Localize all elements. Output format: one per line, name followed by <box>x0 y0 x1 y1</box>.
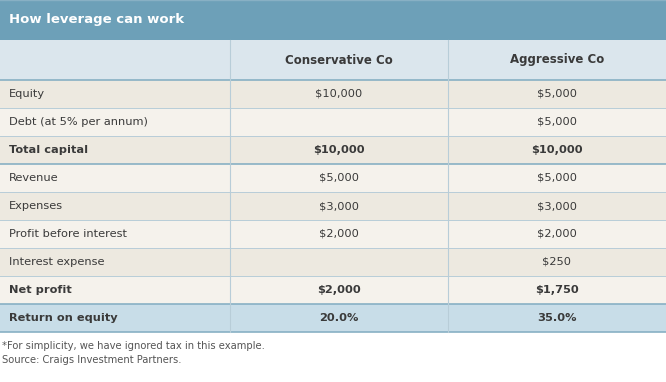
Text: Revenue: Revenue <box>9 173 59 183</box>
Text: $5,000: $5,000 <box>318 173 359 183</box>
Text: 35.0%: 35.0% <box>537 313 577 323</box>
Text: Expenses: Expenses <box>9 201 63 211</box>
Text: $250: $250 <box>542 257 571 267</box>
Text: Conservative Co: Conservative Co <box>285 53 392 66</box>
Bar <box>0 220 666 248</box>
Text: Net profit: Net profit <box>9 285 71 295</box>
Text: $3,000: $3,000 <box>318 201 359 211</box>
Bar <box>0 108 666 136</box>
Bar <box>0 40 666 80</box>
Text: $2,000: $2,000 <box>319 229 358 239</box>
Text: Source: Craigs Investment Partners.: Source: Craigs Investment Partners. <box>2 355 182 365</box>
Text: Return on equity: Return on equity <box>9 313 117 323</box>
Text: Equity: Equity <box>9 89 45 99</box>
Text: Profit before interest: Profit before interest <box>9 229 127 239</box>
Text: $3,000: $3,000 <box>537 201 577 211</box>
Text: $10,000: $10,000 <box>315 89 362 99</box>
Text: $10,000: $10,000 <box>531 145 583 155</box>
Text: $5,000: $5,000 <box>537 173 577 183</box>
Text: $2,000: $2,000 <box>537 229 577 239</box>
Text: $5,000: $5,000 <box>537 89 577 99</box>
Text: 20.0%: 20.0% <box>319 313 358 323</box>
Bar <box>0 164 666 192</box>
Bar <box>0 304 666 332</box>
Text: Interest expense: Interest expense <box>9 257 104 267</box>
Bar <box>0 80 666 108</box>
Bar <box>0 192 666 220</box>
Text: $5,000: $5,000 <box>537 117 577 127</box>
Text: $1,750: $1,750 <box>535 285 579 295</box>
Text: Debt (at 5% per annum): Debt (at 5% per annum) <box>9 117 148 127</box>
Text: How leverage can work: How leverage can work <box>9 13 184 26</box>
Text: $10,000: $10,000 <box>313 145 364 155</box>
Bar <box>0 248 666 276</box>
Bar <box>0 136 666 164</box>
Text: $2,000: $2,000 <box>317 285 360 295</box>
Text: Aggressive Co: Aggressive Co <box>509 53 604 66</box>
Bar <box>0 0 666 40</box>
Text: Total capital: Total capital <box>9 145 88 155</box>
Text: *For simplicity, we have ignored tax in this example.: *For simplicity, we have ignored tax in … <box>2 341 265 351</box>
Bar <box>0 276 666 304</box>
